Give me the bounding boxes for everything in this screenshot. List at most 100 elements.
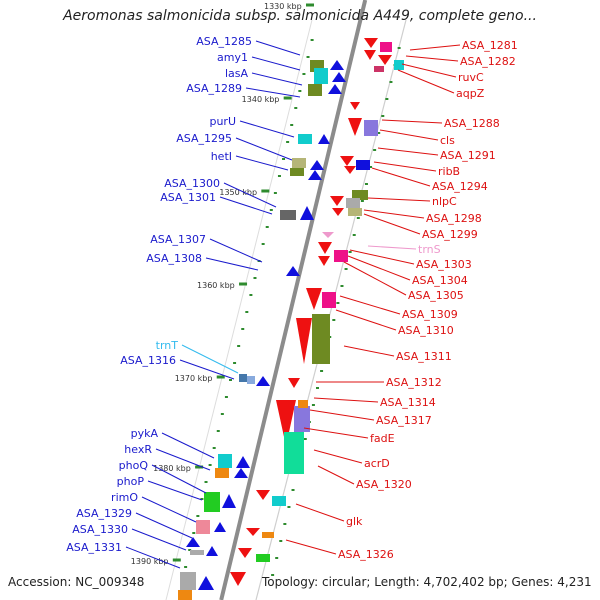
gene-block bbox=[374, 66, 384, 72]
gene-block bbox=[356, 160, 370, 170]
gene-label-right: ASA_1303 bbox=[416, 258, 472, 271]
gene-block bbox=[218, 454, 232, 468]
label-leader bbox=[285, 539, 337, 555]
gene-arrow-forward bbox=[286, 266, 300, 276]
label-leader bbox=[155, 448, 211, 471]
gene-block bbox=[290, 168, 304, 176]
gene-arrow-forward bbox=[198, 576, 214, 590]
label-leader bbox=[303, 427, 369, 439]
gene-label-right: ASA_1305 bbox=[408, 289, 464, 302]
ruler-label: 1330 kbp bbox=[264, 2, 302, 11]
gene-arrow-reverse bbox=[238, 548, 252, 558]
gene-label-left: ASA_1301 bbox=[160, 191, 216, 204]
gene-label-left: phoQ bbox=[119, 459, 149, 472]
gene-block bbox=[352, 190, 368, 200]
label-leader bbox=[239, 120, 295, 138]
gene-block bbox=[178, 590, 192, 600]
genome-backbone bbox=[219, 0, 368, 600]
genome-stats-text: Topology: circular; Length: 4,702,402 bp… bbox=[262, 575, 592, 589]
gene-block bbox=[204, 492, 220, 512]
gene-label-left: rimO bbox=[111, 491, 138, 504]
label-leader bbox=[151, 464, 207, 494]
gene-arrow-forward bbox=[222, 494, 236, 508]
label-leader bbox=[363, 213, 421, 235]
gene-label-left: hexR bbox=[124, 443, 152, 456]
gene-block bbox=[196, 520, 210, 534]
label-leader bbox=[343, 345, 395, 357]
gene-arrow-reverse bbox=[340, 156, 354, 166]
gene-arrow-forward bbox=[300, 206, 314, 220]
gene-arrow-reverse bbox=[350, 102, 360, 110]
gene-block bbox=[294, 406, 310, 432]
gene-label-left: ASA_1285 bbox=[196, 35, 252, 48]
label-leader bbox=[223, 182, 277, 208]
gene-arrow-forward bbox=[206, 546, 218, 556]
gene-block bbox=[284, 432, 304, 474]
gene-block bbox=[256, 554, 270, 562]
gene-label-left: ASA_1308 bbox=[146, 252, 202, 265]
gene-label-right: acrD bbox=[364, 457, 390, 470]
gene-label-right: ruvC bbox=[458, 71, 484, 84]
gene-label-right: ASA_1282 bbox=[460, 55, 516, 68]
gene-arrow-forward bbox=[332, 72, 346, 82]
gene-block bbox=[312, 314, 330, 364]
ruler-label: 1340 kbp bbox=[242, 95, 280, 104]
label-leader bbox=[377, 147, 439, 156]
gene-label-right: cls bbox=[440, 134, 455, 147]
label-leader bbox=[255, 40, 301, 56]
gene-label-left: ASA_1295 bbox=[176, 132, 232, 145]
gene-arrow-forward bbox=[236, 456, 250, 468]
gene-label-right: ASA_1326 bbox=[338, 548, 394, 561]
label-leader bbox=[367, 245, 417, 250]
gene-label-right: aqpZ bbox=[456, 87, 485, 100]
gene-label-left: trnT bbox=[156, 339, 179, 352]
label-leader bbox=[363, 209, 425, 219]
label-leader bbox=[317, 465, 355, 485]
label-leader bbox=[147, 480, 203, 501]
label-leader bbox=[347, 255, 411, 281]
label-leader bbox=[409, 44, 461, 51]
label-leader bbox=[131, 528, 187, 551]
gene-label-left: ASA_1330 bbox=[72, 523, 128, 536]
gene-label-left: lasA bbox=[225, 67, 249, 80]
gene-block bbox=[272, 496, 286, 506]
gene-label-left: ASA_1331 bbox=[66, 541, 122, 554]
strand-line-left bbox=[165, 19, 313, 600]
gene-label-left: purU bbox=[209, 115, 236, 128]
gene-arrow-forward bbox=[330, 60, 344, 70]
gene-arrow-reverse bbox=[306, 288, 322, 310]
label-leader bbox=[205, 257, 259, 271]
gene-label-right: ASA_1317 bbox=[376, 414, 432, 427]
gene-block bbox=[280, 210, 296, 220]
label-leader bbox=[295, 503, 345, 522]
label-leader bbox=[309, 409, 375, 421]
gene-arrow-reverse bbox=[348, 118, 362, 136]
ruler-label: 1390 kbp bbox=[131, 557, 169, 566]
gene-label-right: ASA_1288 bbox=[444, 117, 500, 130]
label-leader bbox=[405, 55, 459, 62]
gene-label-left: ASA_1300 bbox=[164, 177, 220, 190]
label-leader bbox=[235, 155, 289, 171]
gene-block bbox=[364, 120, 378, 136]
label-leader bbox=[335, 309, 397, 331]
gene-label-right: ASA_1304 bbox=[412, 274, 468, 287]
gene-block bbox=[334, 250, 348, 262]
trna-arrow bbox=[322, 232, 334, 238]
gene-arrow-reverse bbox=[364, 38, 378, 48]
gene-arrow-reverse bbox=[330, 196, 344, 206]
gene-arrow-reverse bbox=[318, 256, 330, 266]
gene-label-right: ASA_1294 bbox=[432, 180, 488, 193]
gene-label-right: nlpC bbox=[432, 195, 457, 208]
gene-arrow-reverse bbox=[288, 378, 300, 388]
strand-line-right bbox=[255, 19, 407, 600]
page-title: Aeromonas salmonicida subsp. salmonicida… bbox=[63, 8, 537, 24]
label-leader bbox=[235, 137, 293, 161]
gene-arrow-forward bbox=[308, 170, 322, 180]
label-leader bbox=[381, 119, 443, 124]
label-leader bbox=[401, 63, 457, 78]
gene-block bbox=[394, 60, 404, 70]
label-leader bbox=[367, 197, 431, 202]
gene-block bbox=[346, 198, 360, 208]
gene-arrow-reverse bbox=[246, 528, 260, 536]
